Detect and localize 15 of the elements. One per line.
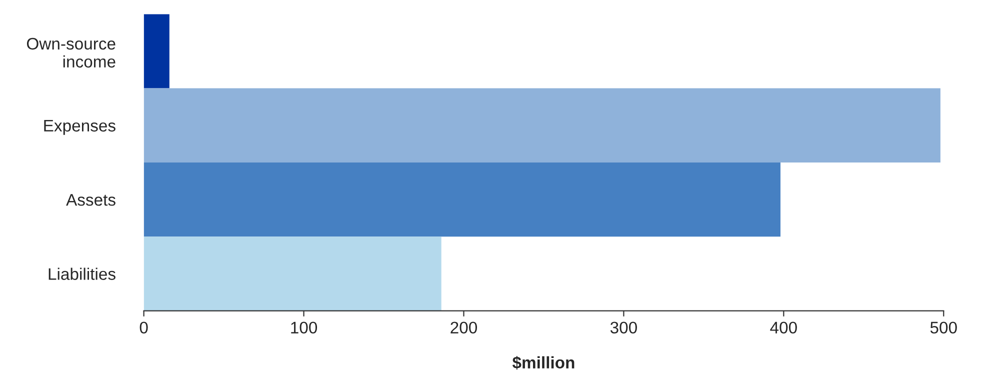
bar <box>144 14 170 88</box>
bar <box>144 162 780 237</box>
y-tick-label: Assets <box>66 194 116 206</box>
x-tick-label: 200 <box>450 322 477 334</box>
y-tick-label: Expenses <box>44 120 116 135</box>
x-tick-label: 500 <box>930 322 957 334</box>
x-tick-label: 400 <box>770 322 797 334</box>
y-tick-label: Own-source income <box>26 38 116 68</box>
x-tick-label: 0 <box>140 322 148 334</box>
x-axis-title: $million <box>512 356 574 370</box>
bar <box>144 236 442 311</box>
x-tick-label: 300 <box>610 322 637 334</box>
y-tick-label: Liabilities <box>48 268 116 280</box>
bar <box>144 88 940 162</box>
x-tick-label: 100 <box>291 322 318 334</box>
